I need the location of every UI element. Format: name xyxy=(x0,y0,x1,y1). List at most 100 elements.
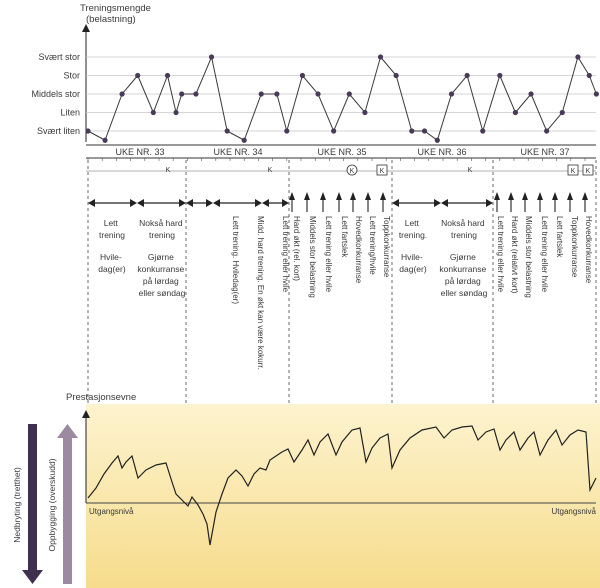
period-arrows xyxy=(88,192,588,212)
day-arrow-head xyxy=(289,192,295,200)
recovery-label: Oppbygging (overskudd) xyxy=(47,458,57,551)
w36-note-hard: Nokså hard trening xyxy=(441,218,487,240)
w34-note-2: Midd. hard trening. En økt kan være koku… xyxy=(256,216,265,370)
period-arrow-right xyxy=(282,199,289,207)
day-arrow-head xyxy=(522,192,528,200)
load-point xyxy=(559,109,565,116)
load-point xyxy=(241,137,247,143)
load-level-grid xyxy=(86,56,596,132)
period-arrow-right xyxy=(206,199,213,207)
recovery-arrow-bar xyxy=(63,436,72,584)
performance-y-axis-arrow xyxy=(82,410,90,418)
day-arrow-head xyxy=(537,192,543,200)
day-arrow-head xyxy=(494,192,500,200)
load-point xyxy=(135,72,141,79)
w37-note-2: Hard økt (relativt kort) xyxy=(510,216,519,294)
load-point xyxy=(173,109,179,116)
load-y-axis-arrow xyxy=(82,24,90,32)
week37-notes: Lett trening eller hvile Hard økt (relat… xyxy=(496,216,593,298)
competition-markers: K K K K K K K xyxy=(166,164,594,176)
load-title-line1: Treningsmengde xyxy=(80,3,151,14)
week-day-ticks xyxy=(87,158,586,161)
load-series xyxy=(85,54,599,143)
w37-note-5: Lett fartslek xyxy=(555,216,564,258)
level-label-4: Liten xyxy=(60,108,80,118)
period-arrow-right xyxy=(130,199,137,207)
level-label-1: Svært stor xyxy=(38,52,80,62)
load-point xyxy=(528,91,534,97)
w33-note-hard: Nokså hard trening xyxy=(139,218,185,240)
load-point xyxy=(448,91,455,97)
load-point xyxy=(362,109,368,116)
load-point xyxy=(346,91,352,97)
w37-note-6: Toppkonkurranse xyxy=(570,216,579,278)
load-point xyxy=(224,128,230,134)
w35-note-2: Middels stor belastning xyxy=(308,216,317,298)
week-label-34: UKE NR. 34 xyxy=(213,147,262,157)
w37-note-7: Hovedkonkurranse xyxy=(584,216,593,284)
w36-note-competition: Gjørne konkurranse på lørdag eller sønda… xyxy=(439,252,488,298)
week34-notes: Lett trening. Hviledag(er) Midd. hard tr… xyxy=(231,216,290,370)
marker-box-35 xyxy=(376,164,388,176)
w34-note-1: Lett trening. Hviledag(er) xyxy=(231,216,240,304)
load-point xyxy=(377,54,384,60)
w33-note-rest: Hvile- dag(er) xyxy=(98,252,126,274)
day-arrow-head xyxy=(582,192,588,200)
marker-k-37b: K xyxy=(586,168,591,175)
w36-note-rest: Hvile- dag(er) xyxy=(399,252,427,274)
marker-box-37a xyxy=(567,164,579,176)
day-arrow-head xyxy=(304,192,310,200)
w34-note-3: Lett trening eller hvile xyxy=(281,216,290,293)
w33-note-light: Lett trening xyxy=(99,218,125,240)
marker-k-37a: K xyxy=(571,168,576,175)
marker-box-37b xyxy=(582,164,594,176)
period-arrow-left xyxy=(262,199,269,207)
day-arrow-head xyxy=(350,192,356,200)
load-point xyxy=(497,72,503,79)
load-point xyxy=(409,128,415,134)
period-arrow-left xyxy=(88,199,95,207)
load-point xyxy=(179,91,185,97)
level-label-5: Svært liten xyxy=(37,126,80,136)
w37-note-1: Lett trening eller hvile xyxy=(496,216,505,293)
period-arrow-right xyxy=(486,199,493,207)
day-arrow-head xyxy=(508,192,514,200)
baseline-label-left: Utgangsnivå xyxy=(89,507,134,516)
day-arrow-head xyxy=(380,192,386,200)
level-label-2: Stor xyxy=(63,71,80,81)
performance-background xyxy=(86,404,600,588)
day-arrow-head xyxy=(336,192,342,200)
load-point xyxy=(85,128,91,134)
load-point xyxy=(164,72,171,79)
load-point xyxy=(575,54,581,60)
marker-k-34: K xyxy=(268,167,273,174)
performance-title: Prestasjonsevne xyxy=(66,392,136,403)
week-label-36: UKE NR. 36 xyxy=(417,147,466,157)
period-arrow-left xyxy=(137,199,144,207)
w37-note-4: Lett trening eller hvile xyxy=(540,216,549,293)
period-arrow-left xyxy=(441,199,448,207)
week33-notes: Lett trening Hvile- dag(er) Nokså hard t… xyxy=(98,218,185,298)
w36-note-light: Lett trening. xyxy=(399,218,427,240)
week-labels: UKE NR. 33 UKE NR. 34 UKE NR. 35 UKE NR.… xyxy=(115,147,569,157)
period-arrow-left xyxy=(392,199,399,207)
load-point xyxy=(258,91,264,97)
load-point xyxy=(193,91,199,97)
load-line xyxy=(87,55,597,142)
load-point xyxy=(208,54,215,60)
period-arrow-left xyxy=(213,199,220,207)
week-label-35: UKE NR. 35 xyxy=(317,147,366,157)
week35-notes: Hard økt (rel. kort) Middels stor belast… xyxy=(292,216,391,298)
w35-note-7: Toppkonkurranse xyxy=(382,216,391,278)
period-arrow-right xyxy=(179,199,186,207)
marker-k-36: K xyxy=(468,167,473,174)
baseline-label-right: Utgangsnivå xyxy=(552,507,597,516)
marker-circle-35 xyxy=(346,164,358,176)
w35-note-3: Lett trening eller hvile xyxy=(324,216,333,293)
day-arrow-head xyxy=(320,192,326,200)
load-point xyxy=(544,128,550,134)
load-title-line2: (belastning) xyxy=(86,14,136,25)
marker-k-33: K xyxy=(166,167,171,174)
period-arrow-left xyxy=(186,199,193,207)
